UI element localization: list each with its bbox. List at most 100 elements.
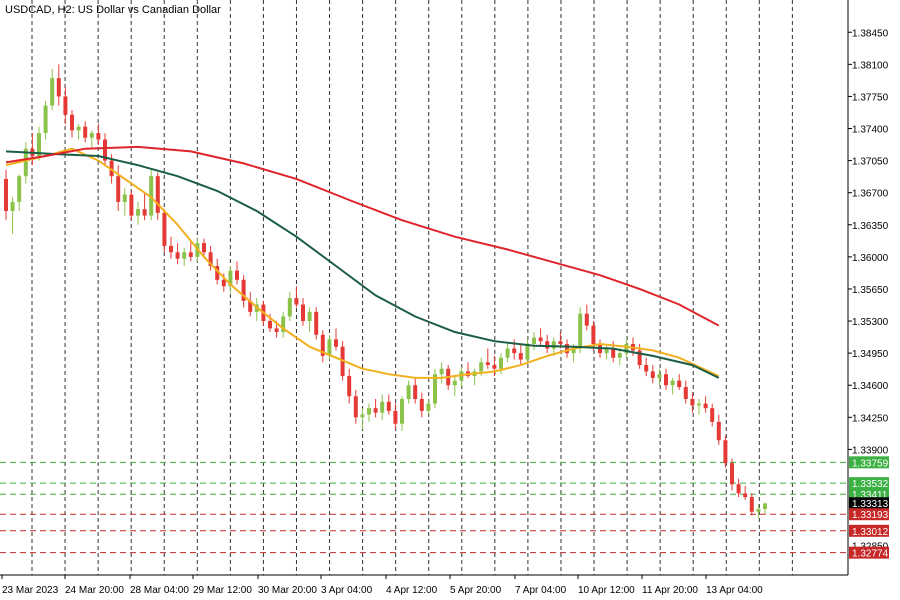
candle-body (492, 365, 497, 369)
y-tick-label: 1.38100 (852, 60, 889, 71)
candle-body (334, 339, 338, 347)
candle-body (208, 252, 213, 267)
candle-body (617, 353, 622, 358)
y-tick-label: 1.35300 (852, 317, 889, 328)
candle-body (221, 279, 226, 287)
resistance-price-label: 1.33012 (852, 527, 889, 538)
candle-body (730, 463, 734, 485)
candle-body (360, 414, 365, 418)
moving-average-line (5, 147, 720, 379)
x-tick-label: 13 Apr 04:00 (706, 585, 763, 596)
candle-body (83, 126, 88, 138)
candle-body (307, 311, 312, 322)
candle-body (611, 348, 616, 358)
candle-body (188, 252, 193, 257)
candle-body (413, 385, 418, 399)
candle-body (578, 313, 583, 349)
y-tick-label: 1.36700 (852, 189, 889, 200)
candle-body (37, 133, 41, 157)
candle-body (17, 176, 22, 202)
y-tick-label: 1.37050 (852, 157, 889, 168)
candle-body (367, 408, 371, 415)
candle-body (301, 304, 305, 322)
candle-body (347, 376, 352, 397)
candle-body (406, 385, 411, 399)
resistance-price-label: 1.33193 (852, 510, 889, 521)
moving-average-line (5, 150, 720, 379)
candle-body (228, 270, 233, 287)
candle-body (518, 353, 523, 360)
candle-body (353, 396, 358, 418)
candle-body (248, 300, 253, 312)
candle-body (505, 348, 510, 358)
candle-body (149, 176, 154, 216)
candle-body (538, 337, 543, 342)
candle-body (380, 401, 385, 413)
support-price-label: 1.33411 (852, 490, 888, 501)
candle-body (637, 350, 642, 366)
y-tick-label: 1.33900 (852, 445, 889, 456)
resistance-price-badge (849, 546, 889, 559)
candle-body (70, 114, 74, 131)
candle-body (314, 311, 319, 335)
candle-body (723, 440, 728, 464)
current-price-badge (849, 497, 889, 510)
candle-body (743, 493, 748, 498)
candle-body (89, 133, 94, 138)
candle-body (439, 368, 444, 375)
candle-body (393, 410, 398, 424)
y-tick-label: 1.37750 (852, 92, 889, 103)
x-tick-label: 30 Mar 20:00 (258, 585, 317, 596)
candle-body (56, 78, 61, 97)
candle-body (287, 298, 292, 317)
candle-body (294, 298, 299, 305)
candle-body (452, 380, 457, 386)
candle-body (644, 365, 649, 372)
candle-body (657, 374, 662, 378)
candle-body (129, 194, 134, 216)
candle-body (215, 266, 220, 280)
candle-body (76, 126, 81, 131)
candle-body (525, 343, 530, 360)
candle-body (716, 421, 721, 441)
y-tick-label: 1.34250 (852, 413, 889, 424)
candle-body (703, 403, 708, 409)
candle-body (136, 209, 140, 216)
support-price-badge (849, 477, 889, 490)
candle-body (710, 408, 715, 422)
y-tick-label: 1.36350 (852, 221, 889, 232)
candle-body (400, 398, 404, 424)
candle-body (624, 343, 629, 354)
candle-body (50, 78, 55, 106)
current-price-label: 1.33313 (852, 499, 889, 510)
candle-body (499, 357, 503, 369)
y-tick-label: 1.38450 (852, 28, 889, 39)
support-price-badge (849, 456, 889, 469)
candle-body (241, 279, 246, 301)
candle-body (485, 362, 490, 366)
candle-body (327, 339, 332, 356)
moving-average-line (5, 145, 720, 327)
candle-body (373, 408, 378, 413)
candle-body (96, 133, 101, 140)
candle-body (43, 105, 48, 134)
candle-body (426, 403, 431, 411)
candle-body (670, 380, 675, 386)
candle-body (697, 403, 701, 406)
candle-body (419, 398, 424, 411)
y-tick-label: 1.36000 (852, 253, 889, 264)
candle-body (162, 212, 167, 246)
x-tick-label: 11 Apr 20:00 (642, 585, 698, 596)
candle-body (386, 401, 391, 411)
x-tick-label: 10 Apr 12:00 (578, 585, 635, 596)
resistance-price-label: 1.32774 (852, 549, 889, 560)
candle-body (169, 245, 173, 253)
candle-body (584, 313, 589, 326)
candle-body (551, 341, 556, 349)
candle-body (274, 328, 279, 333)
candle-body (558, 341, 563, 344)
x-tick-label: 3 Apr 04:00 (321, 585, 373, 596)
candle-body (23, 148, 28, 177)
